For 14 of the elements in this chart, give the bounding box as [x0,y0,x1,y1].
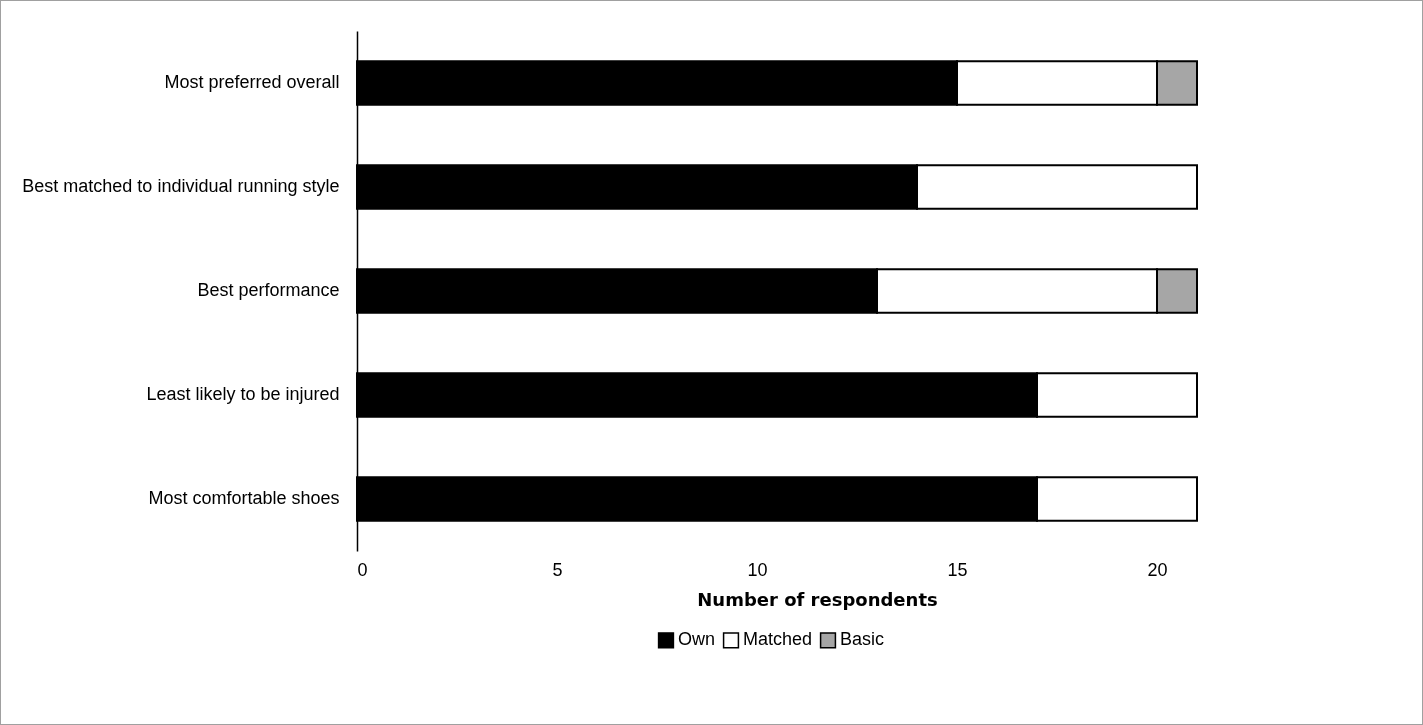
x-tick-label: 15 [947,559,968,580]
x-axis-title: Number of respondents [697,588,938,610]
y-tick-label: Best matched to individual running style [22,176,340,196]
legend-label: Own [678,629,716,650]
y-tick-label: Most comfortable shoes [148,488,340,508]
y-tick-label: Most preferred overall [164,72,340,92]
y-tick-label: Best performance [197,280,340,300]
x-tick-label: 10 [747,559,768,580]
x-tick-label: 5 [552,559,563,580]
y-tick-label: Least likely to be injured [146,384,340,404]
legend-label: Matched [743,629,813,650]
x-tick-label: 0 [357,559,368,580]
legend-label: Basic [840,629,885,650]
x-tick-label: 20 [1147,559,1168,580]
